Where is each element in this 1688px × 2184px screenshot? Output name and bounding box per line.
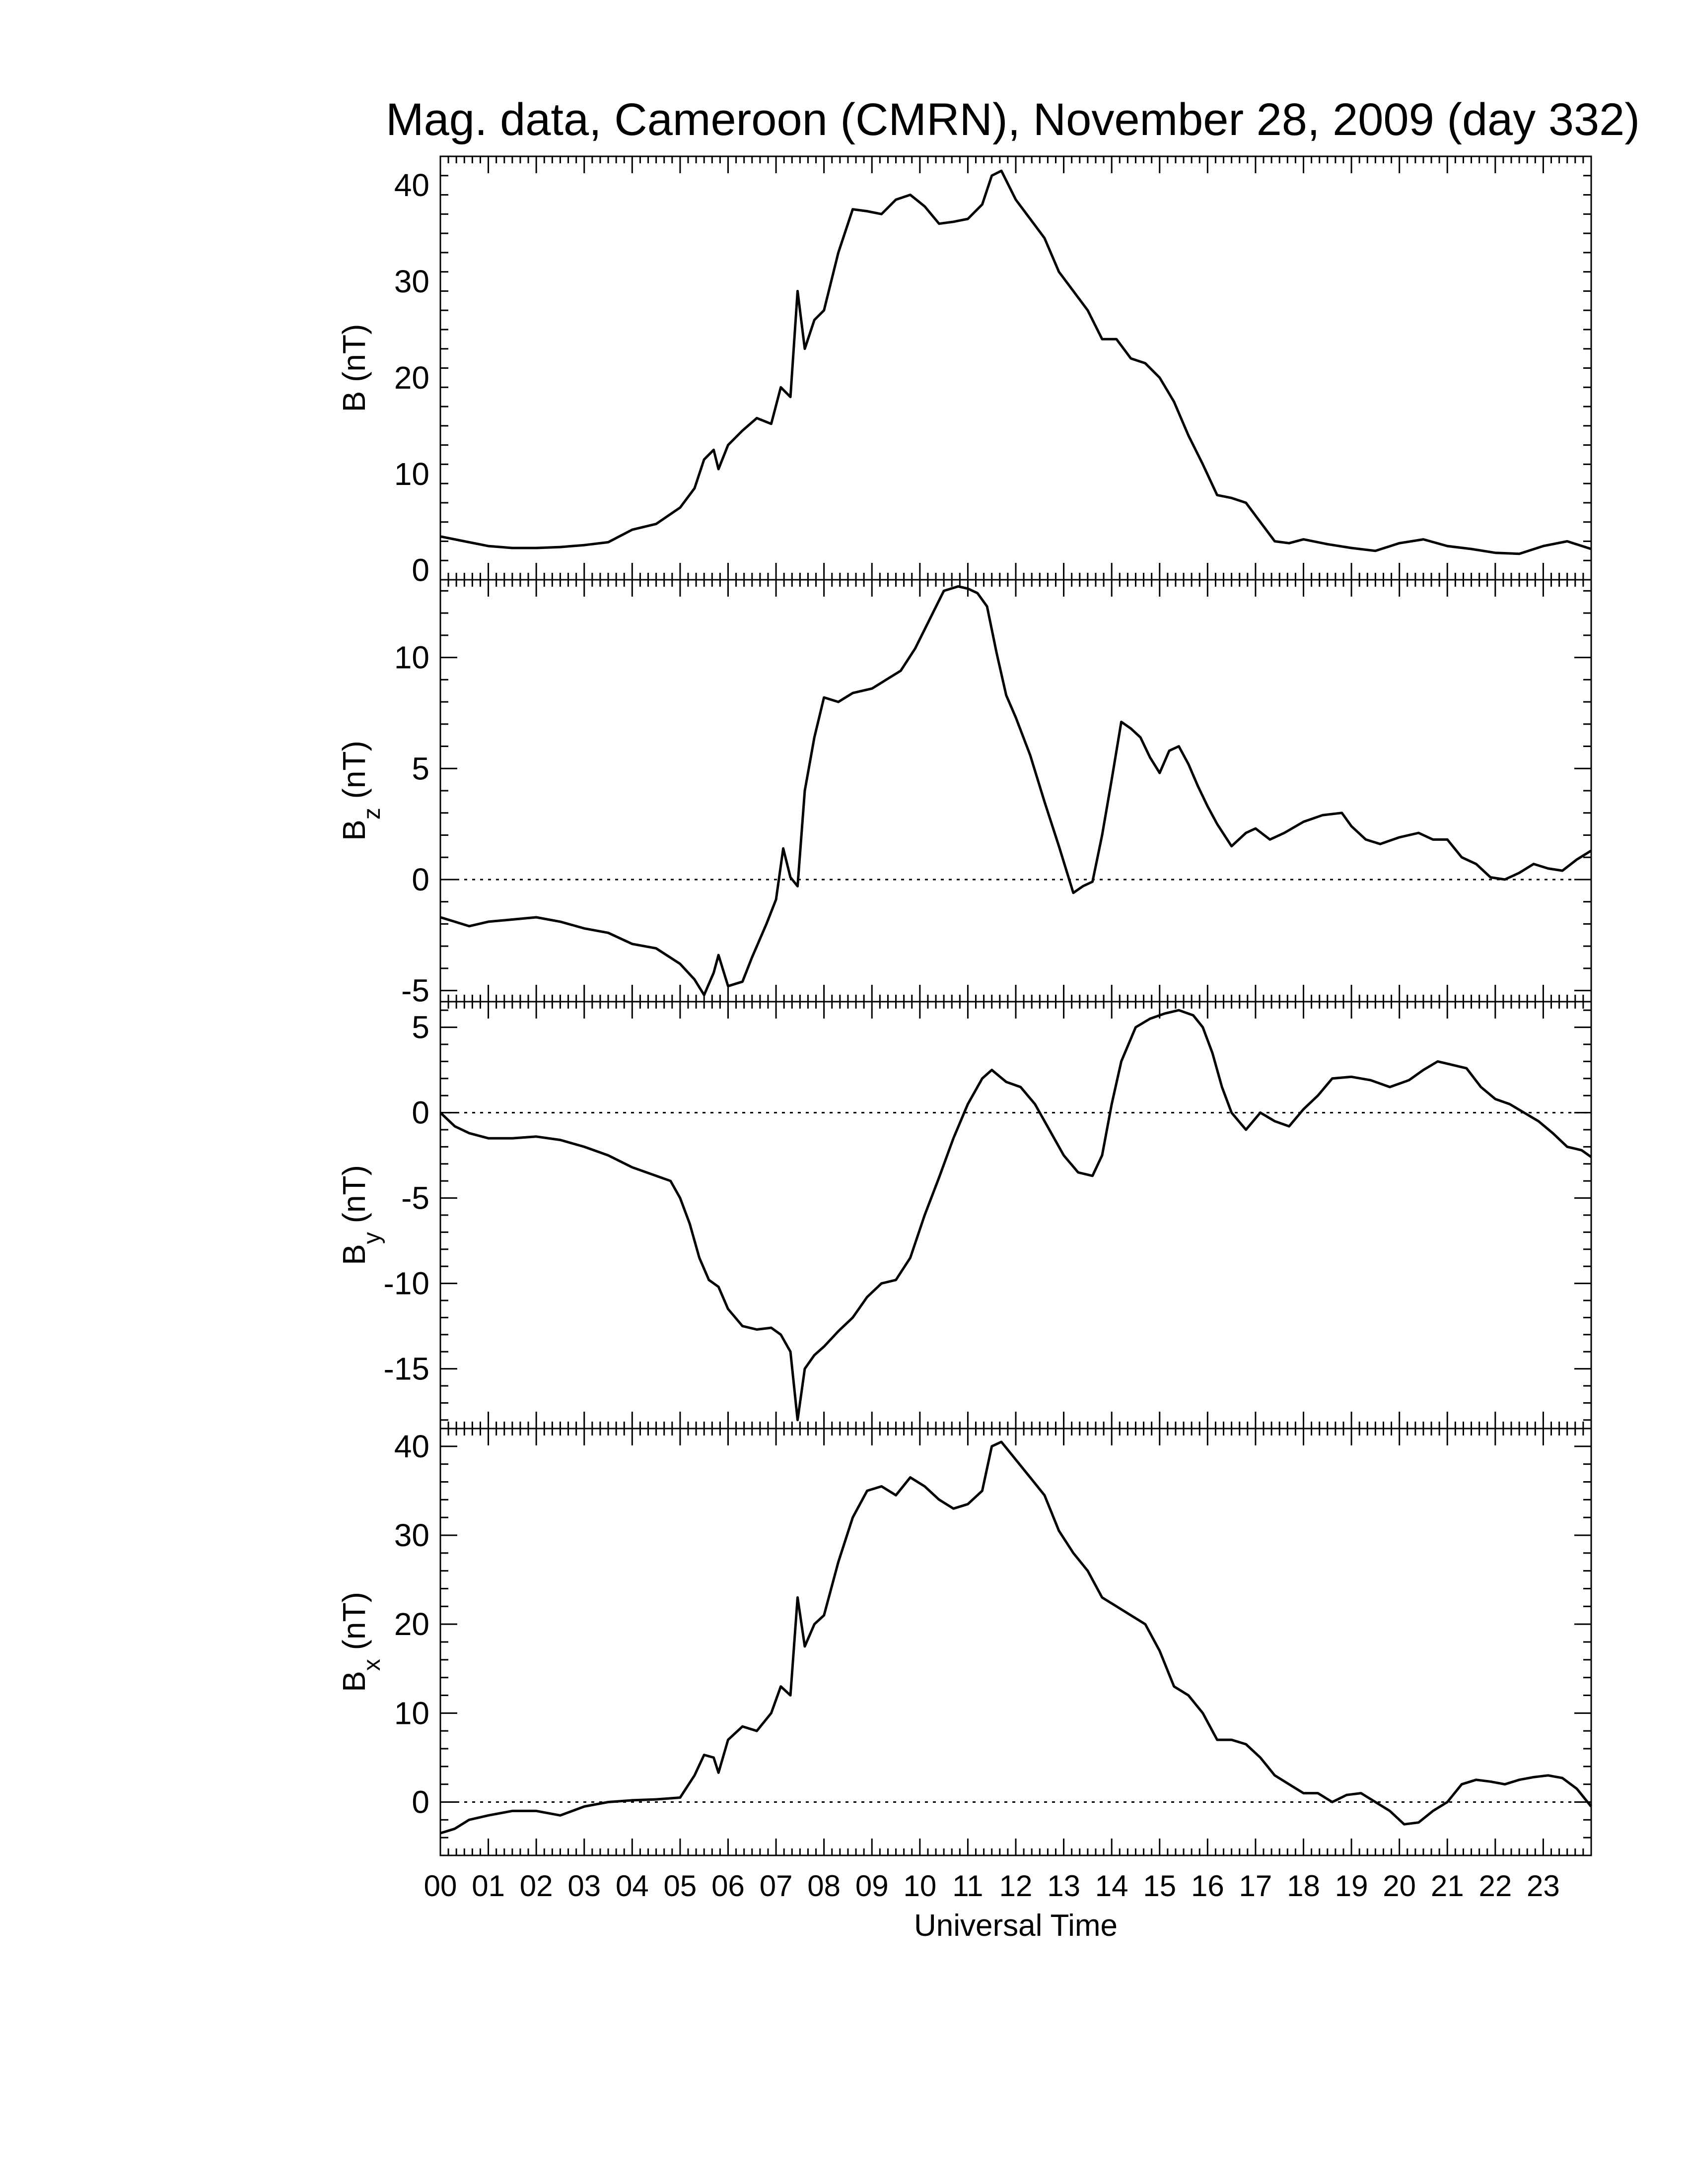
y-tick-label: 40 <box>394 1429 429 1464</box>
y-tick-label: 5 <box>412 751 429 786</box>
panel-4: 0 10 20 30 40 Bx (nT) <box>336 1428 1592 1856</box>
y-axis-label-unit: (nT) <box>336 324 372 391</box>
y-axis-label-main: B <box>336 819 372 841</box>
y-axis-label-main: B <box>336 391 372 412</box>
x-tick-label: 11 <box>952 1869 983 1903</box>
x-tick-label: 09 <box>855 1869 889 1903</box>
panels-group: 0 10 20 30 40 B (nT) -5 0 5 10 Bz (nT) -15 -10 -5 0 5 By… <box>336 155 1592 1856</box>
y-tick-label: 10 <box>394 1695 429 1731</box>
x-tick-label: 10 <box>903 1869 936 1903</box>
series-line <box>439 1009 1592 1422</box>
y-tick-label: 20 <box>394 1606 429 1642</box>
x-tick-label: 08 <box>807 1869 841 1903</box>
y-axis-label: By (nT) <box>336 1165 385 1265</box>
x-tick-label: 00 <box>424 1869 457 1903</box>
x-tick-label: 16 <box>1191 1869 1224 1903</box>
x-tick-labels: 00 01 02 03 04 05 06 07 08 09 10 11 12 13 14 15 16 17 18 19… <box>424 1869 1560 1903</box>
y-tick-label: 0 <box>412 1095 429 1131</box>
y-tick-label: -5 <box>401 973 429 1009</box>
x-tick-label: 14 <box>1095 1869 1128 1903</box>
y-tick-label: 20 <box>394 360 429 396</box>
y-axis-label-main: B <box>336 1244 372 1265</box>
series-line <box>440 585 1592 997</box>
y-tick-label: 40 <box>394 167 429 203</box>
y-axis-label: B (nT) <box>336 324 372 412</box>
y-axis-label: Bz (nT) <box>336 741 385 841</box>
y-tick-label: 0 <box>412 1784 429 1820</box>
x-tick-label: 19 <box>1335 1869 1368 1903</box>
y-axis-label: Bx (nT) <box>336 1592 385 1692</box>
x-tick-label: 21 <box>1431 1869 1464 1903</box>
x-tick-label: 06 <box>711 1869 745 1903</box>
x-tick-label: 20 <box>1383 1869 1416 1903</box>
x-tick-label: 04 <box>616 1869 649 1903</box>
x-tick-label: 05 <box>664 1869 697 1903</box>
y-tick-label: 30 <box>394 1517 429 1553</box>
x-tick-label: 23 <box>1527 1869 1560 1903</box>
x-tick-label: 18 <box>1287 1869 1320 1903</box>
x-tick-label: 02 <box>520 1869 553 1903</box>
x-tick-label: 07 <box>760 1869 793 1903</box>
x-tick-label: 15 <box>1143 1869 1176 1903</box>
y-axis-label-subscript: y <box>359 1232 385 1244</box>
y-tick-label: 10 <box>394 456 429 492</box>
chart-title: Mag. data, Cameroon (CMRN), November 28,… <box>386 94 1640 145</box>
y-axis-label-unit: (nT) <box>336 1165 372 1232</box>
y-tick-label: -15 <box>384 1351 430 1387</box>
x-tick-label: 22 <box>1478 1869 1512 1903</box>
x-tick-label: 01 <box>472 1869 505 1903</box>
y-tick-label: 0 <box>412 862 429 897</box>
x-tick-label: 03 <box>567 1869 601 1903</box>
y-axis-label-unit: (nT) <box>336 1592 372 1659</box>
y-tick-label: 0 <box>412 552 429 588</box>
series-line <box>440 169 1592 555</box>
x-tick-label: 12 <box>999 1869 1033 1903</box>
y-tick-label: 30 <box>394 264 429 299</box>
x-tick-label: 13 <box>1047 1869 1080 1903</box>
y-axis-label-subscript: z <box>359 808 385 819</box>
x-tick-label: 17 <box>1239 1869 1272 1903</box>
y-tick-label: 5 <box>412 1010 429 1045</box>
y-tick-label: -10 <box>384 1266 430 1301</box>
y-axis-label-unit: (nT) <box>336 741 372 808</box>
y-tick-label: 10 <box>394 640 429 676</box>
x-axis-label: Universal Time <box>914 1909 1118 1943</box>
y-tick-label: -5 <box>401 1180 429 1216</box>
y-axis-label-subscript: x <box>359 1659 385 1671</box>
series-line <box>440 1440 1592 1835</box>
y-axis-label-main: B <box>336 1671 372 1692</box>
